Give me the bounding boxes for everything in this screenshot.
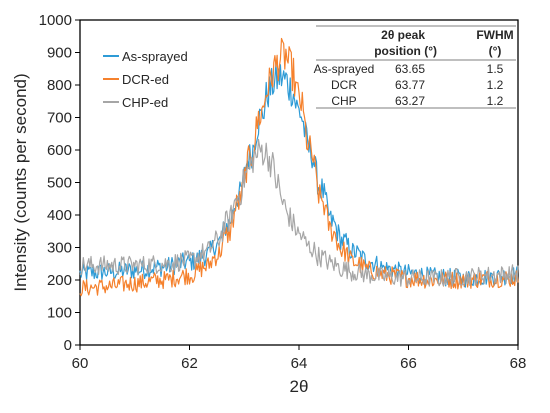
y-tick-label: 800 (47, 77, 72, 94)
series-layer (79, 37, 519, 297)
plot-frame (79, 19, 519, 346)
x-tick-label: 66 (400, 355, 417, 372)
peak-table: 2θ peak FWHM position (°) (°) As-sprayed 63.6… (314, 25, 516, 109)
y-axis-label: Intensity (counts per second) (11, 73, 30, 291)
table-cell-sample: As-sprayed (314, 62, 375, 76)
y-tick-label: 400 (47, 207, 72, 224)
table-cell-sample: DCR (331, 78, 357, 92)
x-tick-label: 62 (181, 355, 198, 372)
plot-area (79, 19, 519, 346)
x-tick-label: 68 (510, 355, 527, 372)
table-cell-fwhm: 1.2 (487, 94, 504, 108)
y-tick-label: 900 (47, 45, 72, 62)
legend-label: As-sprayed (122, 49, 188, 64)
y-tick-label: 700 (47, 110, 72, 127)
legend-label: DCR-ed (122, 72, 169, 87)
table-cell-fwhm: 1.2 (487, 78, 504, 92)
table-cell-peak: 63.77 (395, 78, 425, 92)
table-cell-peak: 63.65 (395, 62, 425, 76)
table-cell-sample: CHP (331, 94, 356, 108)
legend: As-sprayed DCR-ed CHP-ed (103, 49, 188, 110)
y-tick-label: 0 (64, 337, 72, 354)
x-axis-label: 2θ (290, 377, 309, 396)
table-header-peak: 2θ peak (381, 28, 425, 42)
table-header-fwhm: FWHM (476, 28, 513, 42)
x-tick-label: 60 (72, 355, 89, 372)
x-tick-label: 64 (291, 355, 308, 372)
legend-label: CHP-ed (122, 95, 168, 110)
y-tick-label: 100 (47, 305, 72, 322)
table-header-fwhm-unit: (°) (489, 44, 502, 58)
series-line-dcr-ed (79, 37, 519, 297)
y-tick-label: 600 (47, 142, 72, 159)
table-cell-peak: 63.27 (395, 94, 425, 108)
series-line-chp-ed (79, 138, 519, 287)
y-tick-label: 300 (47, 240, 72, 257)
y-tick-label: 200 (47, 272, 72, 289)
table-header-peak-unit: position (°) (374, 44, 437, 58)
y-tick-label: 500 (47, 175, 72, 192)
axes-layer: 0 100 200 300 400 500 600 700 800 900 1000 60 62 64 66… (11, 12, 526, 396)
y-tick-label: 1000 (39, 12, 72, 29)
table-cell-fwhm: 1.5 (487, 62, 504, 76)
